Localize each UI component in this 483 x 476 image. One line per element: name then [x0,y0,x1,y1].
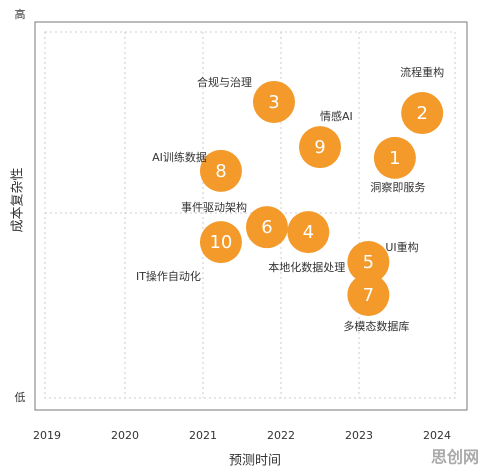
bubble-name: 本地化数据处理 [268,260,345,274]
bubble-number: 9 [314,137,325,158]
bubble-name: IT操作自动化 [136,269,201,283]
bubble-name: 多模态数据库 [343,319,409,333]
y-tick-label: 低 [15,391,26,404]
bubble-number: 2 [416,103,427,124]
bubble [199,221,242,264]
bubble [401,92,444,135]
bubble [299,126,341,169]
bubble-name: 流程重构 [400,65,444,79]
bubble-number: 6 [261,217,272,238]
y-axis-label: 成本复杂性 [11,167,26,232]
x-axis-label: 预测时间 [229,454,281,469]
bubble-number: 3 [268,92,279,113]
bubble-number: 10 [209,232,232,253]
x-tick-label: 2022 [267,429,295,442]
x-tick-label: 2020 [111,429,139,442]
plot-frame [34,21,468,411]
x-tick-label: 2023 [345,429,373,442]
bubble-number: 4 [303,222,314,243]
x-tick-label: 2019 [33,429,61,442]
bubble [347,273,390,316]
grid-box [44,31,456,399]
bubble-name: 事件驱动架构 [181,200,247,214]
bubble [199,149,242,192]
bubble-number: 5 [363,252,374,273]
bubble-name: UI重构 [385,240,418,254]
bubble-number: 7 [363,285,374,306]
bubble-number: 1 [389,148,400,169]
y-tick-label: 高 [15,7,26,21]
bubble-name: 合规与治理 [197,75,252,89]
x-tick-label: 2024 [423,429,451,442]
bubble-name: AI训练数据 [152,150,207,164]
watermark: 思创网 [431,448,479,467]
bubble [347,241,390,284]
bubble [287,211,330,254]
bubble-number: 8 [215,161,226,182]
bubble-name: 洞察即服务 [370,180,425,194]
bubble-name: 情感AI [320,110,353,123]
x-tick-label: 2021 [189,429,217,442]
bubble [373,136,416,179]
bubble [252,80,295,123]
bubble [245,206,288,249]
